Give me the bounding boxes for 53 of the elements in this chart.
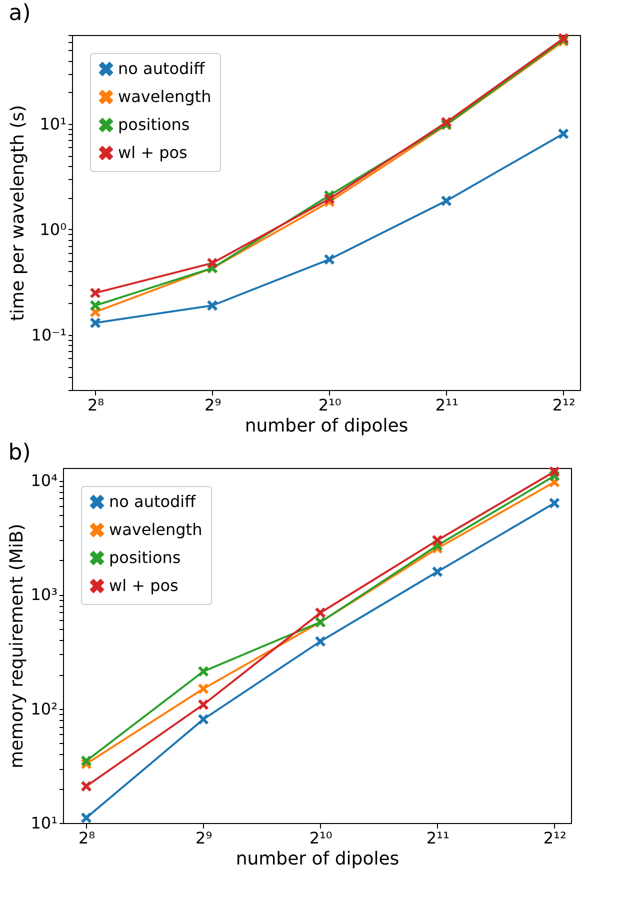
- point: [324, 254, 335, 265]
- y-tick-label: 10⁰: [40, 220, 66, 239]
- y-tick-label: 10²: [30, 699, 58, 718]
- point: [81, 780, 92, 792]
- point: [549, 498, 560, 508]
- x-tick-label: 2¹⁰: [309, 828, 332, 848]
- legend-label: wavelength: [109, 520, 202, 539]
- point: [315, 636, 326, 647]
- text: b): [8, 440, 31, 466]
- point: [549, 466, 560, 477]
- x-axis-title: number of dipoles: [244, 416, 408, 436]
- point: [324, 194, 335, 204]
- text: a): [8, 1, 31, 26]
- legend-label: positions: [109, 548, 181, 567]
- point: [207, 258, 218, 268]
- x-tick-label: 2¹²: [552, 396, 576, 414]
- point: [432, 566, 443, 578]
- x-tick-label: 2¹¹: [426, 828, 450, 848]
- y-tick-label: 10⁴: [30, 471, 58, 490]
- y-tick-label: 10³: [30, 585, 58, 604]
- x-tick-label: 2¹⁰: [318, 396, 342, 414]
- y-tick-label: 10¹: [30, 814, 58, 832]
- x-tick-label: 2⁸: [88, 396, 104, 414]
- legend-label: no autodiff: [109, 492, 197, 511]
- point: [90, 288, 101, 298]
- x-tick-label: 2⁹: [196, 828, 212, 848]
- x-tick-label: 2¹²: [543, 828, 566, 848]
- y-axis-title: time per wavelength (s): [7, 104, 28, 322]
- legend-label: wl + pos: [109, 576, 178, 595]
- point: [90, 300, 101, 311]
- x-tick-label: 2⁹: [204, 396, 222, 414]
- x-tick-label: 2⁸: [78, 828, 96, 848]
- x-tick-label: 2¹¹: [435, 396, 458, 414]
- point: [198, 684, 209, 694]
- point: [315, 608, 326, 618]
- y-tick-label: 10¹: [40, 114, 66, 134]
- point: [198, 699, 209, 710]
- point: [198, 666, 209, 677]
- y-tick-label: 10⁻¹: [31, 325, 66, 344]
- legend-label: positions: [118, 115, 190, 134]
- point: [90, 318, 101, 328]
- y-axis-title: memory requirement (MiB): [6, 524, 28, 768]
- point: [432, 535, 443, 546]
- point: [441, 196, 452, 206]
- point: [207, 300, 218, 311]
- legend-label: no autodiff: [118, 59, 206, 78]
- point: [558, 128, 569, 139]
- x-axis-title: number of dipoles: [236, 848, 400, 870]
- point: [198, 714, 209, 725]
- point: [81, 812, 92, 824]
- legend-label: wavelength: [118, 87, 212, 106]
- legend-label: wl + pos: [118, 143, 188, 162]
- point: [81, 756, 92, 766]
